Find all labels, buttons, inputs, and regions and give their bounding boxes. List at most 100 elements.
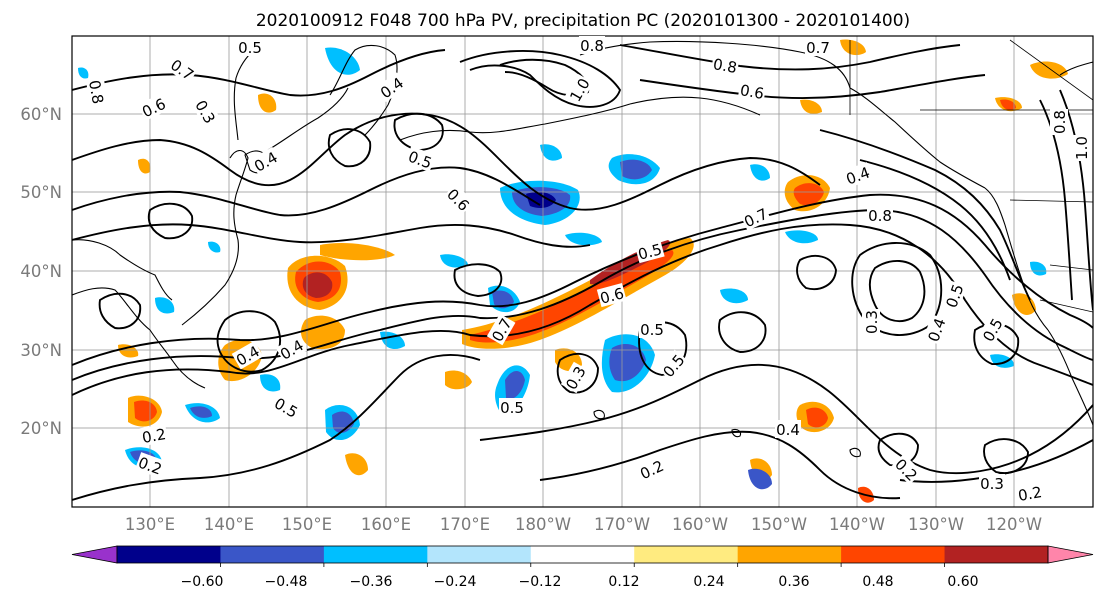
colorbar-frame xyxy=(116,545,1049,564)
lon-label: 160°W xyxy=(672,515,728,534)
contour-label-bg xyxy=(1015,481,1045,505)
contour-label: 0.2 xyxy=(1017,483,1044,505)
contour-label: 0.3 xyxy=(863,310,881,334)
contour-label-bg xyxy=(775,420,801,438)
contour-label-bg xyxy=(375,72,408,103)
lon-label: 150°W xyxy=(751,515,807,534)
lon-label: 140°W xyxy=(829,515,885,534)
contour-label: 1.0 xyxy=(1073,136,1091,160)
colorbar-tick-label: −0.60 xyxy=(181,574,224,590)
colorbar-extend-low xyxy=(71,545,118,564)
lat-label: 30°N xyxy=(20,341,62,360)
contour-label-bg xyxy=(499,398,525,416)
contour-label-bg xyxy=(249,146,282,176)
contour-label-bg xyxy=(979,474,1005,492)
contour-label: 0.4 xyxy=(776,421,800,439)
contour-label: 0.7 xyxy=(806,39,830,57)
lon-label: 180°W xyxy=(515,515,571,534)
contour-label-bg xyxy=(1072,135,1090,161)
lon-label: 150°E xyxy=(282,515,332,534)
contour-label-bg xyxy=(135,452,166,478)
contour-label-bg xyxy=(270,392,303,422)
contour-label: 0.8 xyxy=(580,37,604,55)
contour-label-bg xyxy=(137,93,170,121)
colorbar-tick-label: 0.60 xyxy=(947,574,978,590)
contour-label-bg xyxy=(710,53,740,77)
lat-label: 20°N xyxy=(20,419,62,438)
colorbar-segment xyxy=(634,546,739,563)
longitude-labels: 130°E 140°E 150°E 160°E 170°E 180°W 170°… xyxy=(125,515,1042,534)
contour-label-bg xyxy=(139,423,169,447)
colorbar-segment xyxy=(841,546,946,563)
lat-label: 50°N xyxy=(20,183,62,202)
contour-label-bg xyxy=(891,453,923,485)
contour-label-bg xyxy=(560,361,590,394)
colorbar-extend-high xyxy=(1047,545,1094,564)
contour-label-bg xyxy=(405,146,436,172)
contour-label: 0.2 xyxy=(141,425,168,447)
colorbar xyxy=(71,545,1094,567)
contour-label-bg xyxy=(579,36,605,54)
contour-label: 0.8 xyxy=(85,79,107,106)
colorbar-tick-label: −0.36 xyxy=(350,574,393,590)
colorbar-segment xyxy=(944,546,1049,563)
lon-label: 120°W xyxy=(986,515,1042,534)
contour-label-bg xyxy=(85,77,109,107)
lon-label: 130°W xyxy=(908,515,964,534)
contour-label-bg xyxy=(191,95,221,128)
colorbar-segment xyxy=(323,546,428,563)
contour-label: 0.8 xyxy=(712,55,739,77)
contour-label-bg xyxy=(639,320,665,338)
contour-label: 0.5 xyxy=(238,39,262,57)
contour-label: 0.6 xyxy=(739,81,766,103)
colorbar-tick-label: 0.24 xyxy=(693,574,724,590)
lon-label: 140°E xyxy=(204,515,254,534)
contour-label-bg xyxy=(941,280,967,311)
colorbar-ticks: −0.60 −0.48 −0.36 −0.24 −0.12 0.12 0.24 … xyxy=(181,574,979,590)
contour-label-bg xyxy=(862,309,880,335)
lon-label: 170°E xyxy=(440,515,490,534)
lon-label: 160°E xyxy=(361,515,411,534)
contour-label-bg xyxy=(842,162,873,188)
contour-label-bg xyxy=(635,455,668,483)
colorbar-tick-label: −0.12 xyxy=(519,574,562,590)
colorbar-segment xyxy=(220,546,325,563)
contour-label-bg xyxy=(977,313,1007,346)
contour-label-bg xyxy=(805,38,831,56)
contour-label-bg xyxy=(231,340,264,370)
latitude-labels: 60°N 50°N 40°N 30°N 20°N xyxy=(20,105,62,438)
contour-label: 0.3 xyxy=(980,475,1004,493)
contour-label-bg xyxy=(867,206,893,224)
contour-label-bg xyxy=(634,238,665,264)
contour-label-bg xyxy=(596,282,627,308)
contour-label-bg xyxy=(486,313,516,346)
contour-label-bg xyxy=(1050,109,1068,135)
figure-title: 2020100912 F048 700 hPa PV, precipitatio… xyxy=(256,11,910,31)
pv-contours xyxy=(72,44,1093,501)
contour-label: 0.5 xyxy=(500,399,524,417)
contour-label-bg xyxy=(657,349,689,382)
lat-label: 40°N xyxy=(20,262,62,281)
colorbar-tick-label: 0.48 xyxy=(862,574,893,590)
colorbar-segment xyxy=(530,546,635,563)
contour-label-bg xyxy=(237,38,263,56)
contour-label-bg xyxy=(275,334,308,364)
colorbar-tick-label: −0.48 xyxy=(265,574,308,590)
contour-label-bg xyxy=(564,73,594,106)
contour-label-bg xyxy=(739,203,772,231)
colorbar-tick-label: −0.24 xyxy=(434,574,477,590)
contour-label-bg xyxy=(443,183,475,215)
colorbar-tick-label: 0.12 xyxy=(608,574,639,590)
contour-label: 0.8 xyxy=(868,207,892,225)
colorbar-tick-label: 0.36 xyxy=(778,574,809,590)
contour-label: 0.5 xyxy=(636,240,664,264)
contour-label: 0.6 xyxy=(598,284,626,308)
lon-label: 170°W xyxy=(594,515,650,534)
colorbar-segment xyxy=(427,546,532,563)
lon-label: 130°E xyxy=(125,515,175,534)
contour-label: 0.5 xyxy=(640,321,664,339)
contour-label-bg xyxy=(923,314,949,345)
contour-label-bg xyxy=(166,54,199,85)
colorbar-segment xyxy=(737,546,842,563)
